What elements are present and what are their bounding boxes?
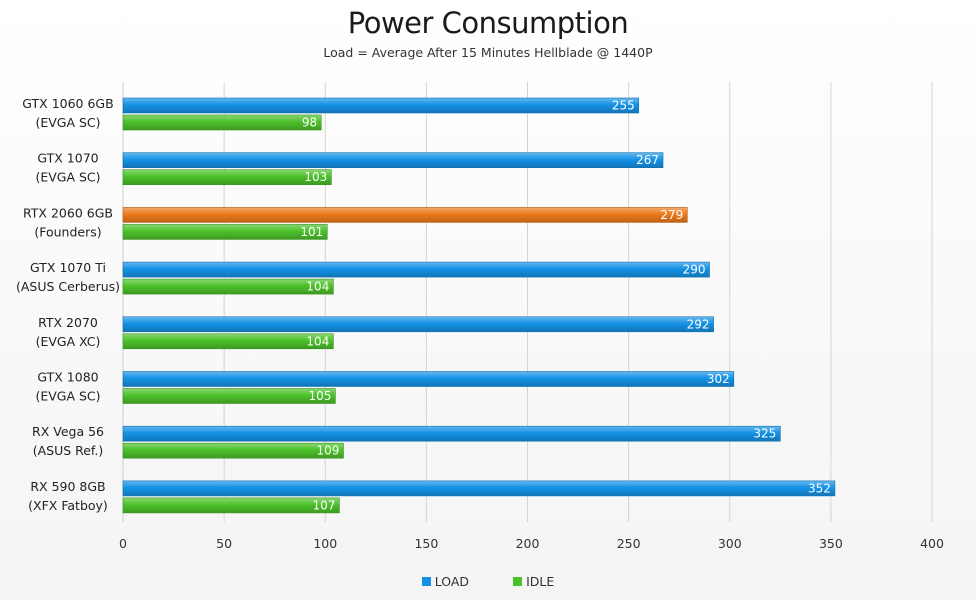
bar-load: [122, 425, 781, 442]
data-label: 290: [683, 263, 706, 277]
data-label: 104: [306, 280, 329, 294]
data-label: 302: [707, 372, 730, 386]
legend-swatch-idle: [513, 577, 523, 586]
x-tick-label: 100: [313, 536, 337, 551]
data-label: 255: [612, 99, 635, 113]
x-tick-label: 350: [819, 536, 843, 551]
x-tick-label: 150: [414, 536, 438, 551]
x-tick-label: 400: [920, 536, 944, 551]
bar-idle: [122, 169, 332, 185]
category-label: GTX 1080 (EVGA SC): [35, 370, 100, 404]
legend-swatch-load: [421, 577, 431, 586]
bar-idle: [122, 497, 340, 514]
data-label: 325: [753, 427, 776, 441]
bar-load: [122, 316, 714, 333]
category-label: RX 590 8GB (XFX Fatboy): [28, 479, 108, 513]
bar-idle: [122, 224, 328, 240]
bar-idle: [122, 278, 334, 295]
data-label: 101: [300, 225, 323, 239]
data-label: 279: [660, 208, 683, 222]
data-label: 103: [304, 170, 327, 184]
bar-load: [122, 97, 640, 114]
category-label: RTX 2060 6GB (Founders): [23, 205, 113, 239]
x-tick-label: 250: [617, 536, 641, 551]
chart-subtitle: Load = Average After 15 Minutes Hellblad…: [323, 45, 653, 60]
data-label: 267: [636, 153, 659, 167]
category-label: GTX 1070 (EVGA SC): [35, 151, 100, 185]
chart-title: Power Consumption: [347, 6, 629, 40]
data-label: 109: [317, 444, 340, 458]
bar-idle: [122, 388, 336, 404]
legend-label-load: LOAD: [434, 574, 470, 589]
bar-load: [122, 152, 664, 168]
legend-item-load: LOAD: [421, 574, 470, 589]
bar-load: [122, 261, 710, 278]
legend: LOAD IDLE: [0, 574, 976, 589]
bar-load: [122, 371, 735, 387]
data-label: 105: [308, 389, 331, 403]
category-label: GTX 1060 6GB (EVGA SC): [22, 96, 113, 130]
x-tick-label: 200: [516, 536, 540, 551]
x-tick-label: 0: [119, 536, 127, 551]
data-label: 98: [302, 116, 317, 130]
category-label: RTX 2070 (EVGA XC): [36, 315, 101, 349]
bar-idle: [122, 442, 344, 459]
category-label: GTX 1070 Ti (ASUS Cerberus): [16, 260, 120, 294]
x-tick-label: 50: [216, 536, 232, 551]
legend-label-idle: IDLE: [526, 574, 555, 589]
data-label: 104: [306, 334, 329, 348]
bar-load: [122, 480, 836, 497]
bar-idle: [122, 114, 322, 131]
x-tick-label: 300: [718, 536, 742, 551]
data-label: 352: [808, 481, 831, 495]
data-label: 292: [687, 317, 710, 331]
data-label: 107: [313, 498, 336, 512]
bar-idle: [122, 333, 334, 350]
bar-load: [122, 207, 688, 223]
legend-item-idle: IDLE: [513, 574, 554, 589]
category-label: RX Vega 56 (ASUS Ref.): [32, 424, 104, 458]
